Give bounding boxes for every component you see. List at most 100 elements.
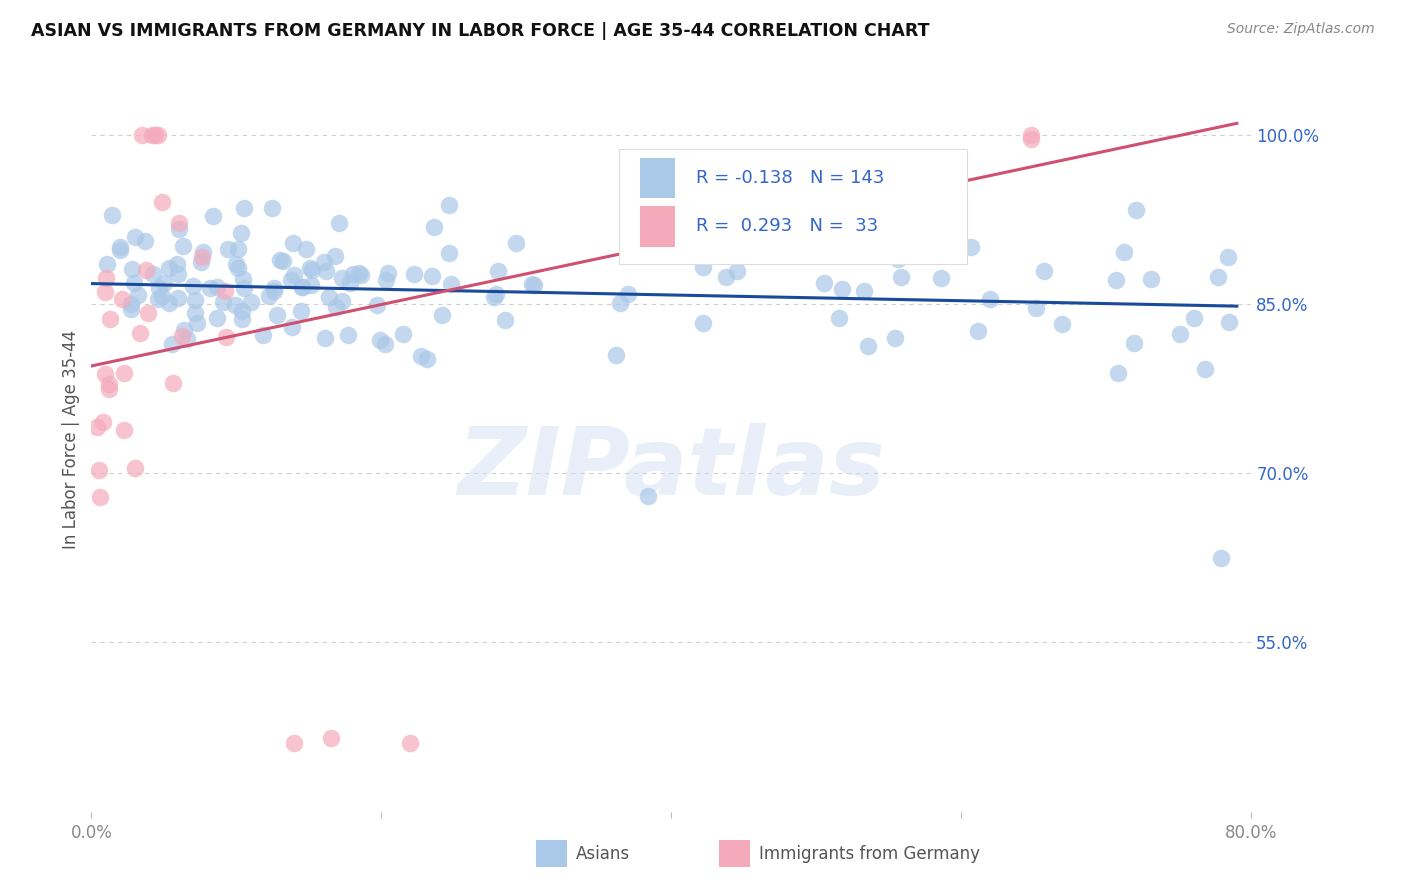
Point [960, 240, 983, 254]
Text: R =  0.293   N =  33: R = 0.293 N = 33 [696, 218, 877, 235]
Point [135, 263, 157, 277]
Point [232, 272, 254, 286]
Point [692, 260, 714, 274]
Point [172, 239, 194, 253]
Point [193, 245, 215, 260]
Point [314, 331, 336, 345]
Point [141, 128, 163, 142]
Point [207, 280, 229, 294]
Point [727, 263, 749, 277]
Point [1216, 250, 1239, 264]
Point [148, 281, 170, 295]
Point [1033, 264, 1056, 278]
Point [263, 281, 285, 295]
Point [609, 296, 631, 310]
Text: Source: ZipAtlas.com: Source: ZipAtlas.com [1227, 22, 1375, 37]
Point [1182, 311, 1205, 326]
Point [291, 280, 314, 294]
Point [522, 277, 544, 291]
Point [218, 242, 240, 256]
Point [166, 267, 188, 281]
Point [1168, 326, 1191, 341]
Point [484, 290, 506, 304]
Point [134, 234, 156, 248]
Point [325, 300, 347, 314]
Point [231, 303, 253, 318]
Point [336, 327, 359, 342]
Point [315, 263, 337, 277]
Point [205, 311, 228, 326]
Point [202, 209, 225, 223]
Point [890, 270, 912, 285]
Point [166, 291, 188, 305]
Point [349, 268, 371, 282]
Point [214, 284, 236, 298]
Point [166, 257, 188, 271]
Point [616, 287, 638, 301]
Point [271, 254, 294, 268]
Point [97, 377, 120, 392]
Point [377, 266, 399, 280]
Point [399, 736, 422, 750]
Point [181, 279, 204, 293]
Point [240, 294, 263, 309]
Point [146, 128, 169, 142]
Point [231, 311, 253, 326]
Point [281, 320, 304, 334]
Point [813, 276, 835, 290]
Point [283, 235, 305, 250]
Point [319, 731, 342, 746]
Point [87, 463, 110, 477]
Point [887, 252, 910, 266]
Point [831, 282, 853, 296]
Point [173, 323, 195, 337]
Point [328, 216, 350, 230]
Point [855, 212, 877, 227]
Point [404, 267, 426, 281]
Point [374, 273, 396, 287]
Point [215, 330, 238, 344]
Point [299, 278, 322, 293]
Point [785, 230, 807, 244]
FancyBboxPatch shape [640, 158, 675, 199]
Point [523, 278, 546, 293]
Point [1209, 550, 1232, 565]
Point [231, 226, 253, 240]
Point [225, 257, 247, 271]
Point [252, 328, 274, 343]
Point [858, 339, 880, 353]
Point [494, 313, 516, 327]
Point [366, 298, 388, 312]
Point [157, 260, 180, 275]
Point [283, 736, 305, 750]
Point [98, 311, 121, 326]
Point [262, 201, 284, 215]
Point [692, 316, 714, 330]
Point [86, 420, 108, 434]
Point [100, 208, 122, 222]
Point [368, 333, 391, 347]
Point [269, 252, 291, 267]
Point [290, 304, 312, 318]
Point [683, 235, 706, 249]
Point [416, 351, 439, 366]
Point [124, 230, 146, 244]
Point [108, 240, 131, 254]
Point [167, 222, 190, 236]
Point [409, 349, 432, 363]
Point [301, 263, 323, 277]
Point [318, 290, 340, 304]
Point [138, 305, 160, 319]
Point [224, 298, 246, 312]
Point [314, 255, 336, 269]
Point [120, 297, 142, 311]
Point [828, 311, 851, 326]
Text: R = -0.138   N = 143: R = -0.138 N = 143 [696, 169, 884, 187]
Point [1107, 366, 1129, 380]
Point [121, 262, 143, 277]
Point [430, 308, 453, 322]
Point [423, 220, 446, 235]
Point [1025, 301, 1047, 316]
Point [440, 277, 463, 291]
Point [142, 267, 165, 281]
